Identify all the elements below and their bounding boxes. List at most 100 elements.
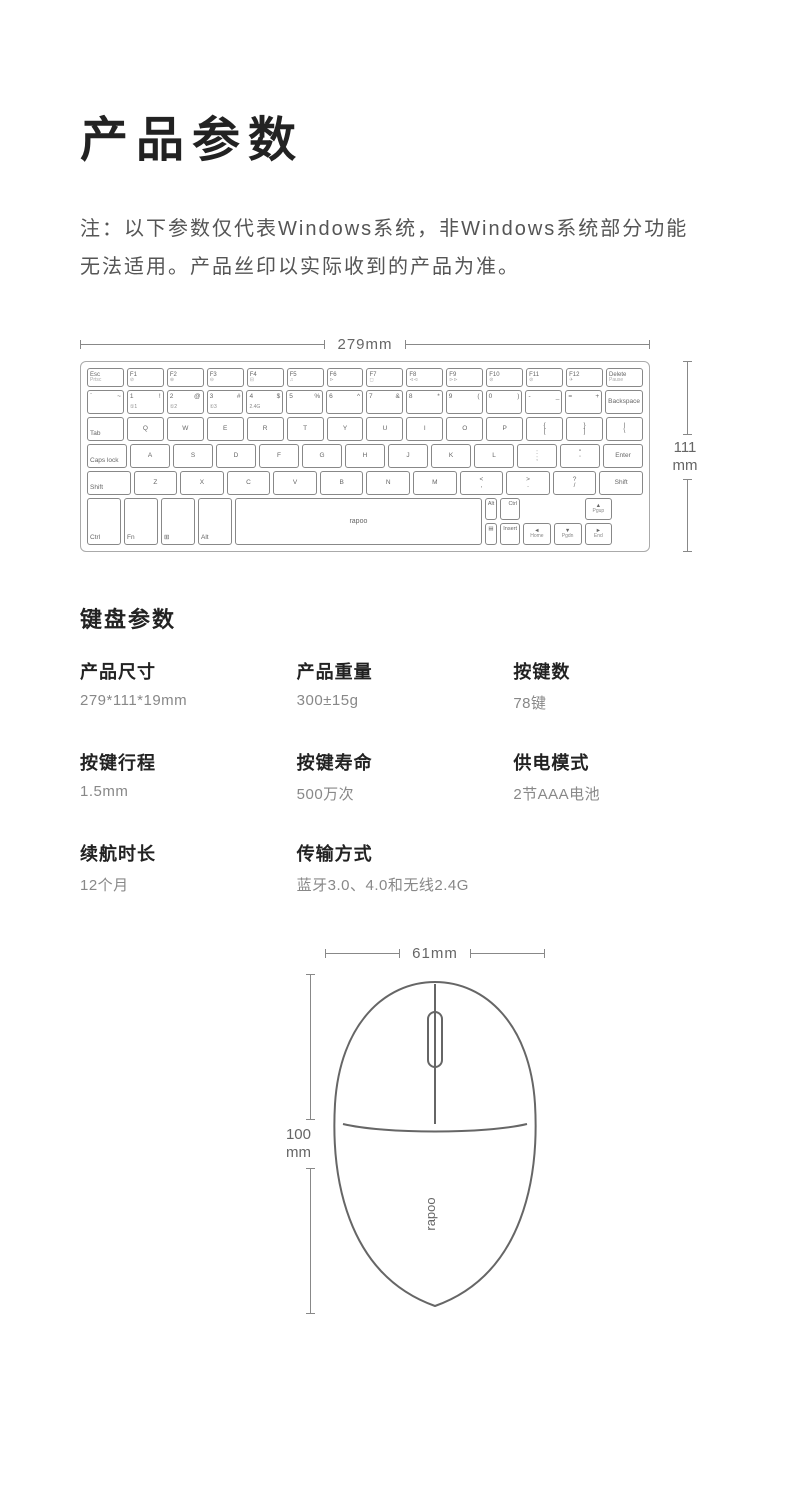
spec-label: 传输方式 xyxy=(297,840,494,866)
key: E xyxy=(207,417,244,441)
key: 9( xyxy=(446,390,483,414)
key: V xyxy=(273,471,317,495)
spec-item: 传输方式蓝牙3.0、4.0和无线2.4G xyxy=(297,840,494,895)
key: C xyxy=(227,471,271,495)
key: F8⊲⊲ xyxy=(406,368,443,387)
spec-value: 78键 xyxy=(513,692,710,713)
spec-label: 按键数 xyxy=(513,658,710,684)
key: ⊞ xyxy=(161,498,195,545)
keyboard-width-label: 279mm xyxy=(325,336,404,353)
key: "' xyxy=(560,444,600,468)
key: Q xyxy=(127,417,164,441)
key: P xyxy=(486,417,523,441)
key: F3⊖ xyxy=(207,368,244,387)
mouse-height-value: 100 xyxy=(286,1126,311,1143)
key: Ctrl xyxy=(500,498,520,520)
mouse-width-label: 61mm xyxy=(400,945,470,962)
keyboard-width-dimension: 279mm xyxy=(80,336,710,353)
key: U xyxy=(366,417,403,441)
key: 1!①1 xyxy=(127,390,164,414)
key: 4$2.4G xyxy=(246,390,283,414)
key: G xyxy=(302,444,342,468)
spec-value: 1.5mm xyxy=(80,783,277,800)
spec-label: 产品尺寸 xyxy=(80,658,277,684)
key: Z xyxy=(134,471,178,495)
spec-label: 供电模式 xyxy=(513,749,710,775)
key: H xyxy=(345,444,385,468)
key: Alt xyxy=(198,498,232,545)
key: Backspace xyxy=(605,390,643,414)
spec-label: 续航时长 xyxy=(80,840,277,866)
key: `~ xyxy=(87,390,124,414)
spec-label: 产品重量 xyxy=(297,658,494,684)
mouse-height-dimension: 100 mm xyxy=(245,974,325,1314)
spec-label: 按键行程 xyxy=(80,749,277,775)
key: >. xyxy=(506,471,550,495)
mouse-diagram: 61mm 100 mm rapoo xyxy=(80,945,710,1314)
key: 6^ xyxy=(326,390,363,414)
spec-grid: 产品尺寸279*111*19mm 产品重量 300±15g 按键数 78键按键行程 1.5… xyxy=(80,658,710,895)
spec-label: 按键寿命 xyxy=(297,749,494,775)
key: 7& xyxy=(366,390,403,414)
key: 0) xyxy=(486,390,523,414)
key: <, xyxy=(460,471,504,495)
key: 5% xyxy=(286,390,323,414)
key: Insert xyxy=(500,523,520,545)
key: M xyxy=(413,471,457,495)
key: ▼Pgdn xyxy=(554,523,582,545)
key: 3#①3 xyxy=(207,390,244,414)
key: F1⊘ xyxy=(127,368,164,387)
key: X xyxy=(180,471,224,495)
key: Shift xyxy=(599,471,643,495)
key: Y xyxy=(327,417,364,441)
mouse-brand-text: rapoo xyxy=(423,1197,438,1230)
keyboard-spec-title: 键盘参数 xyxy=(80,602,710,634)
mouse-outline: rapoo xyxy=(325,974,545,1314)
keyboard-diagram: EscPrtscF1⊘F2⊕F3⊖F4⊟F5♫F6⊳F7◻F8⊲⊲F9⊳⊳F10… xyxy=(80,361,650,552)
mouse-height-unit: mm xyxy=(286,1144,311,1161)
key: T xyxy=(287,417,324,441)
key: S xyxy=(173,444,213,468)
spec-item: 按键寿命 500万次 xyxy=(297,749,494,804)
key: F xyxy=(259,444,299,468)
key: Fn xyxy=(124,498,158,545)
key: |\ xyxy=(606,417,643,441)
key: rapoo xyxy=(235,498,482,545)
keyboard-height-dimension: 111 mm xyxy=(650,361,710,552)
spec-item: 产品尺寸279*111*19mm xyxy=(80,658,277,713)
key: 8* xyxy=(406,390,443,414)
mouse-width-dimension: 61mm xyxy=(325,945,545,962)
key: F2⊕ xyxy=(167,368,204,387)
page-title: 产品参数 xyxy=(80,100,710,170)
key: ◄Home xyxy=(523,523,551,545)
spec-value: 12个月 xyxy=(80,874,277,895)
key: -_ xyxy=(525,390,562,414)
key: Alt xyxy=(485,498,497,520)
note-text: 注：以下参数仅代表Windows系统，非Windows系统部分功能无法适用。产品… xyxy=(80,210,710,286)
key: W xyxy=(167,417,204,441)
spec-value: 蓝牙3.0、4.0和无线2.4G xyxy=(297,874,494,895)
key: K xyxy=(431,444,471,468)
spec-item: 按键行程 1.5mm xyxy=(80,749,277,804)
key: ▲Pgup xyxy=(585,498,613,520)
key: F7◻ xyxy=(366,368,403,387)
key: N xyxy=(366,471,410,495)
spec-item: 产品重量 300±15g xyxy=(297,658,494,713)
spec-value: 300±15g xyxy=(297,692,494,709)
key: Ctrl xyxy=(87,498,121,545)
key: ▤ xyxy=(485,523,497,545)
key: F5♫ xyxy=(287,368,324,387)
key: }] xyxy=(566,417,603,441)
key: B xyxy=(320,471,364,495)
key: Tab xyxy=(87,417,124,441)
key: Shift xyxy=(87,471,131,495)
key: ?/ xyxy=(553,471,597,495)
key: {[ xyxy=(526,417,563,441)
key: F4⊟ xyxy=(247,368,284,387)
key: J xyxy=(388,444,428,468)
key: EscPrtsc xyxy=(87,368,124,387)
key: A xyxy=(130,444,170,468)
key: F6⊳ xyxy=(327,368,364,387)
spec-value: 500万次 xyxy=(297,783,494,804)
key: :; xyxy=(517,444,557,468)
